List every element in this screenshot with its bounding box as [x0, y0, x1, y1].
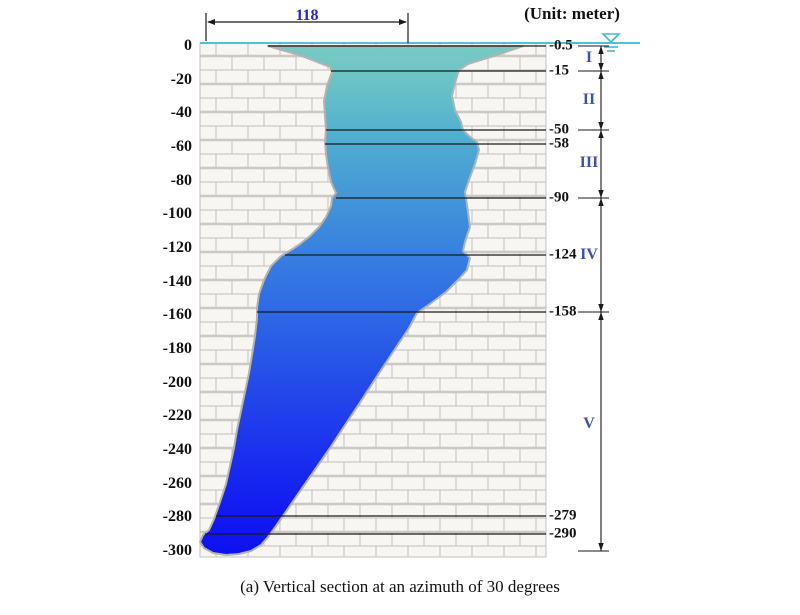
depth-marker-label: -50	[549, 121, 569, 138]
depth-axis-label: -80	[170, 172, 192, 189]
depth-axis-label: -300	[162, 542, 192, 559]
depth-marker-label: -124	[549, 246, 577, 263]
depth-axis-label: -260	[162, 475, 192, 492]
depth-axis-label: -120	[162, 239, 192, 256]
depth-marker-label: -158	[549, 303, 577, 320]
depth-leader-lines	[205, 45, 546, 535]
depth-marker-label: -290	[549, 525, 577, 542]
depth-marker-label: -15	[549, 62, 569, 79]
depth-axis-label: -160	[162, 306, 192, 323]
zone-label: II	[582, 91, 596, 108]
depth-axis-label: -280	[162, 508, 192, 525]
zone-label: I	[585, 49, 593, 66]
depth-axis-label: -40	[170, 104, 192, 121]
depth-axis-label: 0	[184, 37, 192, 54]
depth-axis-label: -200	[162, 374, 192, 391]
depth-axis-label: -140	[162, 273, 192, 290]
width-dimension-label: 118	[295, 7, 319, 24]
zone-label: V	[583, 415, 595, 432]
cavity-shape	[199, 45, 524, 556]
depth-axis-label: -20	[170, 71, 192, 88]
depth-marker-label: -58	[549, 135, 569, 152]
unit-label: (Unit: meter)	[524, 4, 620, 23]
depth-axis-label: -220	[162, 407, 192, 424]
zone-dimension-line	[578, 45, 609, 552]
zone-label: IV	[580, 246, 598, 263]
depth-marker-label: -0.5	[549, 37, 573, 54]
depth-axis-label: -180	[162, 340, 192, 357]
depth-marker-label: -279	[549, 507, 577, 524]
water-level-icon	[601, 33, 621, 52]
depth-axis-label: -60	[170, 138, 192, 155]
depth-axis-label: -240	[162, 441, 192, 458]
depth-marker-label: -90	[549, 189, 569, 206]
zone-label: III	[579, 154, 599, 171]
figure-caption: (a) Vertical section at an azimuth of 30…	[240, 577, 560, 596]
depth-axis-label: -100	[162, 205, 192, 222]
width-dimension-arrow	[205, 13, 409, 43]
